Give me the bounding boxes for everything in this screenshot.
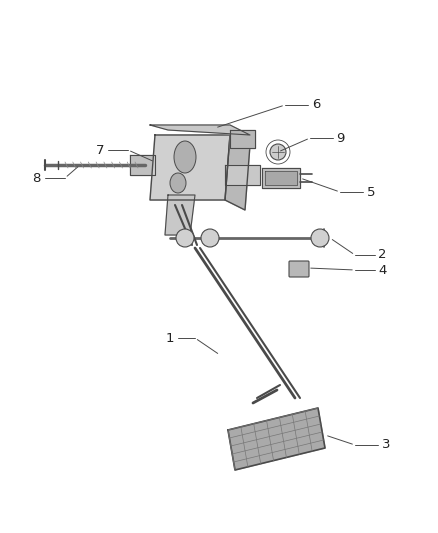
Polygon shape	[265, 171, 297, 185]
Circle shape	[176, 229, 194, 247]
Text: 9: 9	[336, 132, 344, 144]
Polygon shape	[150, 125, 250, 135]
Polygon shape	[230, 130, 255, 148]
Polygon shape	[165, 195, 195, 235]
Ellipse shape	[170, 173, 186, 193]
Text: 6: 6	[312, 99, 320, 111]
Polygon shape	[150, 135, 230, 200]
Polygon shape	[130, 155, 155, 175]
Text: 1: 1	[166, 332, 174, 344]
Circle shape	[201, 229, 219, 247]
Ellipse shape	[174, 141, 196, 173]
Polygon shape	[225, 165, 260, 185]
Polygon shape	[225, 135, 250, 210]
Text: 7: 7	[96, 143, 104, 157]
Text: 5: 5	[367, 185, 375, 198]
Polygon shape	[228, 408, 325, 470]
Text: 3: 3	[382, 439, 390, 451]
Circle shape	[311, 229, 329, 247]
Polygon shape	[262, 168, 300, 188]
Circle shape	[270, 144, 286, 160]
Text: 4: 4	[379, 263, 387, 277]
Text: 8: 8	[32, 172, 40, 184]
Text: 2: 2	[378, 248, 386, 262]
FancyBboxPatch shape	[289, 261, 309, 277]
